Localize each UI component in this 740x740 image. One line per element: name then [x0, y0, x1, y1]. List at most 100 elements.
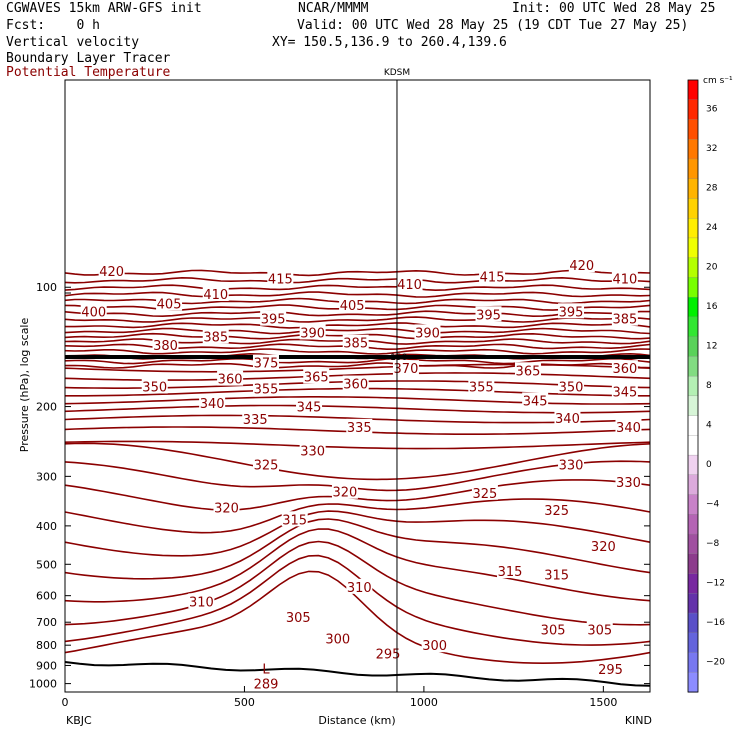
contour-label: 330 [300, 444, 325, 459]
contour-label: 375 [254, 357, 279, 372]
contour-label-bg [558, 456, 585, 472]
contour-label: 320 [333, 486, 358, 501]
contour-label-bg [199, 395, 226, 411]
min-value-label: 289 [254, 678, 279, 693]
contour-label: 315 [544, 568, 569, 583]
contour-label-bg [281, 511, 308, 527]
contour-label-bg [522, 392, 549, 408]
contour-label-bg [421, 637, 448, 653]
contour-label: 355 [469, 381, 494, 396]
colorbar-swatch [687, 218, 699, 239]
isentrope [64, 396, 651, 405]
contour-label: 405 [157, 298, 182, 313]
contour-label: 395 [559, 305, 584, 320]
colorbar-swatch [687, 514, 699, 535]
contour-label: 350 [559, 381, 584, 396]
contour-label-bg [342, 375, 369, 391]
contour-label-bg [252, 380, 279, 396]
colorbar-swatch [687, 632, 699, 654]
contour-label: 335 [243, 413, 268, 428]
contour-label: 320 [214, 502, 239, 517]
contour-label: 295 [376, 648, 401, 663]
contour-label: 340 [616, 421, 641, 436]
colorbar-swatch [687, 356, 699, 377]
colorbar-swatch [687, 99, 699, 121]
isentrope [64, 269, 651, 277]
contour-label-bg [611, 383, 638, 399]
colorbar-label: −16 [706, 618, 725, 628]
isentrope [64, 310, 650, 318]
contour-label-bg [342, 334, 369, 350]
y-tick-label: 1000 [29, 678, 57, 691]
x-tick-label: 0 [62, 696, 69, 709]
contour-label-bg [80, 303, 107, 319]
colorbar-swatch [687, 198, 699, 219]
contour-label-bg [597, 661, 624, 677]
colorbar-swatch [687, 79, 699, 101]
colorbar-swatch [687, 573, 699, 594]
colorbar-swatch [687, 277, 699, 298]
isentrope [64, 414, 651, 424]
colorbar-swatch [687, 158, 699, 180]
contour-label-bg [299, 324, 326, 340]
contour-label-bg [568, 257, 595, 273]
colorbar-label: 0 [706, 460, 712, 470]
plot-frame [64, 79, 651, 693]
contour-label: 305 [286, 611, 311, 626]
axes: 0 500 1000 1500 100 200 300 400 500 600 700 800 900 1… [29, 281, 650, 709]
colorbar-unit: cm s⁻¹ [703, 76, 733, 86]
colorbar-swatch [687, 375, 699, 397]
contour-label: 360 [218, 373, 243, 388]
contour-label-bg [497, 563, 524, 579]
contour-label: 415 [480, 271, 505, 286]
forecast-hour: Fcst: 0 h [6, 18, 100, 33]
contour-label: 410 [397, 278, 422, 293]
contour-label-bg [213, 499, 240, 515]
contour-label: 370 [394, 362, 419, 377]
contour-label: 395 [476, 308, 501, 323]
x-tick-label: 500 [234, 696, 255, 709]
contour-label: 300 [422, 639, 447, 654]
colorbar-swatch [687, 119, 699, 140]
colorbar-swatch [687, 553, 699, 575]
contour-label: 315 [498, 565, 523, 580]
colorbar-swatch [687, 612, 699, 634]
contour-label-bg [299, 442, 326, 458]
isentrope [64, 540, 651, 626]
contour-label: 385 [343, 337, 368, 352]
colorbar-label: 20 [706, 263, 718, 273]
contour-label-bg [554, 410, 581, 426]
contour-label: 390 [415, 326, 440, 341]
contour-label: 345 [612, 385, 637, 400]
y-tick-label: 500 [36, 558, 57, 571]
contour-label: 325 [544, 504, 569, 519]
chart-title: KDSM [384, 68, 410, 78]
contour-label-bg [346, 578, 373, 594]
field-boundary-layer-tracer: Boundary Layer Tracer [6, 51, 171, 66]
contour-label: 410 [203, 288, 228, 303]
colorbar-swatch [687, 454, 699, 476]
contour-label: 345 [297, 401, 322, 416]
colorbar-label: 12 [706, 341, 717, 351]
contour-label: 330 [559, 458, 584, 473]
x-axis-label: Distance (km) [318, 714, 395, 727]
y-axis-label: Pressure (hPa), log scale [18, 318, 31, 453]
contour-label-bg [615, 418, 642, 434]
contour-label: 300 [325, 633, 350, 648]
contour-label-bg [611, 270, 638, 286]
y-tick-label: 100 [36, 281, 57, 294]
contour-label: 320 [591, 540, 616, 555]
contour-label: 335 [347, 421, 372, 436]
colorbar-label: 24 [706, 223, 718, 233]
contour-label: 355 [254, 382, 279, 397]
colorbar: 36 32 28 24 20 16 12 8 4 0 −4 −8 −12 −16 −20 [687, 79, 725, 693]
isentrope [64, 357, 651, 365]
contour-label-bg [242, 411, 269, 427]
colorbar-label: 16 [706, 302, 718, 312]
contour-label-bg [98, 263, 125, 279]
left-endpoint-label: KBJC [66, 714, 92, 727]
contour-label: 400 [81, 305, 106, 320]
colorbar-label: −20 [706, 657, 725, 667]
isentrope [64, 498, 651, 534]
